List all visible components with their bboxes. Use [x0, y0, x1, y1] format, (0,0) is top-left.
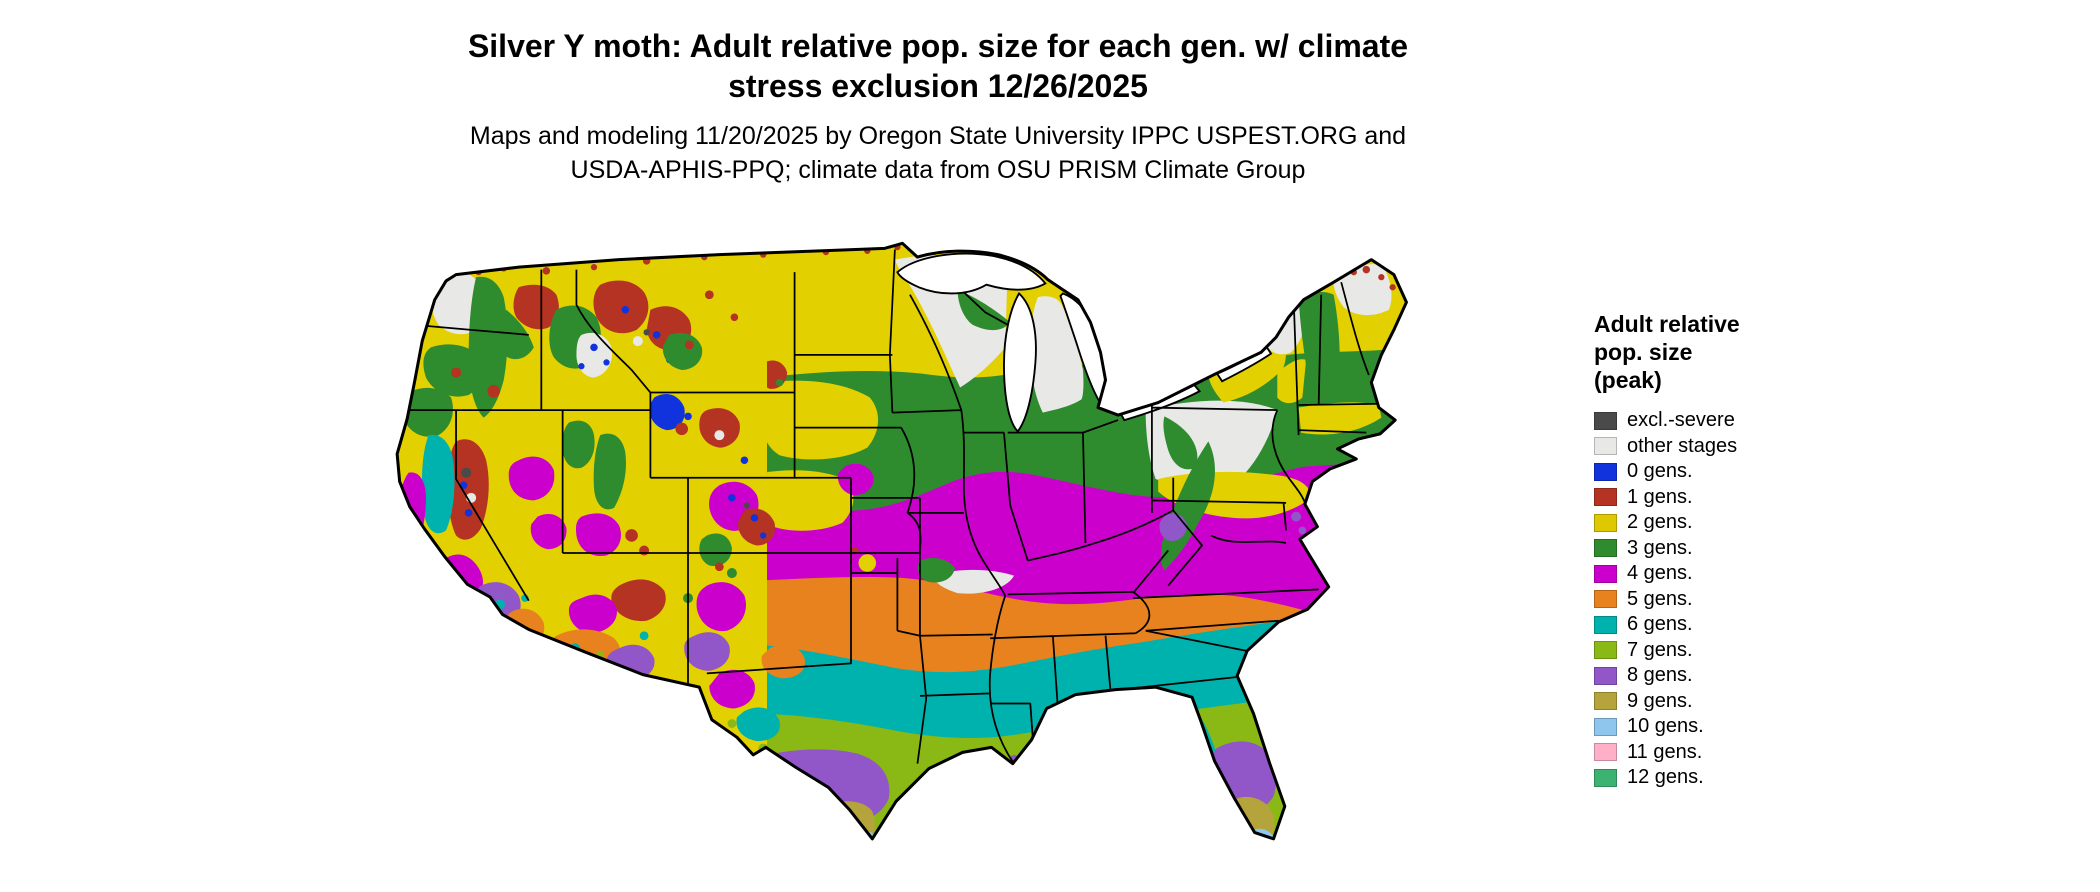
legend-swatch	[1594, 462, 1617, 481]
legend-swatch	[1594, 437, 1617, 456]
legend-label: 3 gens.	[1627, 536, 1693, 559]
west-terrain	[397, 243, 805, 839]
legend-label: 9 gens.	[1627, 689, 1693, 712]
legend-item: excl.-severe	[1594, 408, 1854, 434]
legend-item: 0 gens.	[1594, 459, 1854, 485]
legend-title-line3: (peak)	[1594, 367, 1662, 393]
legend-swatch	[1594, 488, 1617, 507]
legend-label: other stages	[1627, 434, 1738, 457]
legend-swatch	[1594, 513, 1617, 532]
legend-item: other stages	[1594, 434, 1854, 460]
legend-label: 7 gens.	[1627, 638, 1693, 661]
legend-swatch	[1594, 692, 1617, 711]
legend-label: 5 gens.	[1627, 587, 1693, 610]
page-subtitle-line1: Maps and modeling 11/20/2025 by Oregon S…	[469, 122, 1407, 150]
legend-title-line2: pop. size	[1594, 339, 1693, 365]
legend-item: 2 gens.	[1594, 510, 1854, 536]
state-borders	[400, 249, 1382, 765]
legend-swatch	[1594, 641, 1617, 660]
legend-item: 7 gens.	[1594, 638, 1854, 664]
us-generation-map	[330, 222, 1535, 884]
legend-items: excl.-severe other stages 0 gens. 1 gens…	[1594, 408, 1854, 791]
legend-item: 6 gens.	[1594, 612, 1854, 638]
page-title-line2: stress exclusion 12/26/2025	[728, 68, 1148, 104]
legend-label: 11 gens.	[1627, 740, 1703, 763]
legend-swatch	[1594, 743, 1617, 762]
legend-swatch	[1594, 564, 1617, 583]
legend-label: 0 gens.	[1627, 460, 1693, 483]
lake-superior	[896, 252, 1047, 295]
legend-label: 10 gens.	[1627, 715, 1704, 738]
legend-item: 8 gens.	[1594, 663, 1854, 689]
legend-item: 5 gens.	[1594, 587, 1854, 613]
legend-item: 9 gens.	[1594, 689, 1854, 715]
legend-swatch	[1594, 666, 1617, 685]
lake-michigan	[1003, 291, 1037, 433]
page-subtitle-line2: USDA-APHIS-PPQ; climate data from OSU PR…	[570, 156, 1306, 184]
legend-item: 1 gens.	[1594, 485, 1854, 511]
legend-item: 11 gens.	[1594, 740, 1854, 766]
legend-swatch	[1594, 717, 1617, 736]
legend-item: 4 gens.	[1594, 561, 1854, 587]
legend-item: 12 gens.	[1594, 765, 1854, 791]
legend-label: 4 gens.	[1627, 562, 1693, 585]
legend-label: 2 gens.	[1627, 511, 1693, 534]
legend-label: 8 gens.	[1627, 664, 1693, 687]
page-title-line1: Silver Y moth: Adult relative pop. size …	[467, 28, 1409, 64]
legend-swatch	[1594, 768, 1617, 787]
legend-label: excl.-severe	[1627, 409, 1735, 432]
legend-item: 10 gens.	[1594, 714, 1854, 740]
legend-label: 1 gens.	[1627, 485, 1693, 508]
legend-item: 3 gens.	[1594, 536, 1854, 562]
legend-swatch	[1594, 590, 1617, 609]
legend-swatch	[1594, 411, 1617, 430]
legend-label: 6 gens.	[1627, 613, 1693, 636]
legend-swatch	[1594, 615, 1617, 634]
us-map-svg	[395, 241, 1408, 841]
legend-label: 12 gens.	[1627, 766, 1704, 789]
us-outline	[395, 241, 1408, 841]
legend-title-line1: Adult relative	[1594, 311, 1740, 337]
legend: Adult relative pop. size (peak) excl.-se…	[1594, 310, 1854, 791]
legend-swatch	[1594, 539, 1617, 558]
